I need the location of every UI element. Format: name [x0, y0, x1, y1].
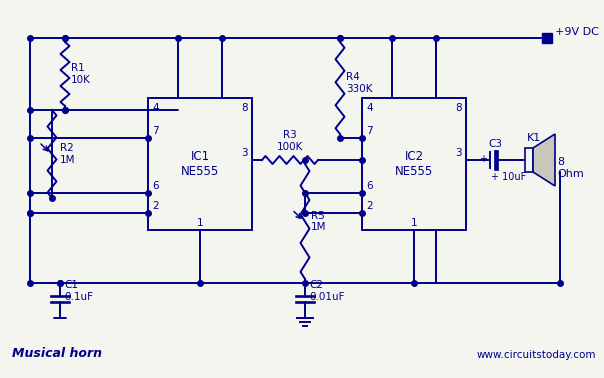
Bar	[148, 98, 252, 230]
Text: 7: 7	[366, 126, 373, 136]
Text: C1
0.1uF: C1 0.1uF	[64, 280, 93, 302]
Text: R4
330K: R4 330K	[346, 72, 373, 94]
Text: R1
10K: R1 10K	[71, 63, 91, 85]
Text: 2: 2	[366, 201, 373, 211]
Text: Musical horn: Musical horn	[12, 347, 102, 360]
Text: 8: 8	[455, 103, 462, 113]
Text: 6: 6	[152, 181, 159, 191]
Text: 8: 8	[242, 103, 248, 113]
Text: + 10uF: + 10uF	[491, 172, 526, 182]
Text: 7: 7	[152, 126, 159, 136]
Text: +: +	[479, 154, 487, 164]
Text: 8
Ohm: 8 Ohm	[557, 157, 583, 179]
Text: 1: 1	[411, 218, 417, 228]
Text: R2
1M: R2 1M	[60, 143, 76, 165]
Text: 3: 3	[242, 148, 248, 158]
Text: 3: 3	[455, 148, 462, 158]
Polygon shape	[533, 134, 555, 186]
Text: 6: 6	[366, 181, 373, 191]
Text: www.circuitstoday.com: www.circuitstoday.com	[477, 350, 596, 360]
Text: IC1
NE555: IC1 NE555	[181, 150, 219, 178]
Text: 1: 1	[197, 218, 204, 228]
Text: K1: K1	[527, 133, 541, 143]
Bar	[362, 98, 466, 230]
Text: 4: 4	[152, 103, 159, 113]
Text: 2: 2	[152, 201, 159, 211]
Text: R5
1M: R5 1M	[311, 211, 327, 232]
Text: IC2
NE555: IC2 NE555	[395, 150, 433, 178]
Text: C3: C3	[488, 139, 502, 149]
Text: R3
100K: R3 100K	[277, 130, 303, 152]
Bar	[525, 148, 533, 172]
Text: 4: 4	[366, 103, 373, 113]
Text: C2
0.01uF: C2 0.01uF	[309, 280, 344, 302]
Bar	[542, 33, 552, 43]
Text: +9V DC: +9V DC	[555, 27, 599, 37]
